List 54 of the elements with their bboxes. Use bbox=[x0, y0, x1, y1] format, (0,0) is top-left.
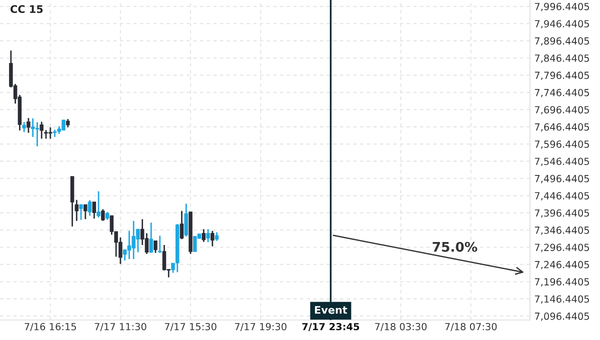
candlestick bbox=[127, 230, 132, 260]
x-tick-label: 7/18 07:30 bbox=[445, 322, 497, 332]
x-tick-label: 7/17 11:30 bbox=[94, 322, 146, 332]
candlestick bbox=[35, 121, 40, 147]
candlestick bbox=[48, 126, 52, 140]
y-tick-label: 7,996.4405 bbox=[534, 2, 589, 12]
y-tick-label: 7,446.4405 bbox=[534, 192, 589, 200]
y-tick-label: 7,246.4405 bbox=[534, 260, 589, 270]
y-tick-label: 7,096.4405 bbox=[534, 312, 589, 321]
candlestick bbox=[30, 118, 35, 138]
candlestick bbox=[88, 200, 92, 216]
y-tick-label: 7,596.4405 bbox=[534, 140, 589, 149]
candlestick bbox=[96, 190, 100, 218]
candlestick bbox=[22, 121, 26, 133]
candlestick bbox=[210, 230, 214, 248]
candlestick bbox=[74, 199, 79, 222]
candlestick bbox=[154, 240, 158, 254]
y-tick-label: 7,696.4405 bbox=[534, 106, 589, 114]
candlestick bbox=[84, 204, 88, 220]
candlestick bbox=[149, 222, 153, 254]
y-tick-label: 7,896.4405 bbox=[534, 37, 589, 46]
candlestick bbox=[26, 117, 30, 134]
y-tick-label: 7,346.4405 bbox=[534, 226, 589, 235]
x-tick-label: 7/17 19:30 bbox=[234, 322, 286, 332]
candlestick bbox=[202, 228, 206, 243]
candlestick bbox=[162, 244, 166, 272]
candlestick bbox=[206, 228, 210, 243]
candlestick bbox=[92, 201, 96, 220]
x-tick-label: 7/18 03:30 bbox=[375, 322, 427, 332]
y-tick-label: 7,946.4405 bbox=[534, 20, 589, 28]
candlestick bbox=[52, 129, 57, 138]
candlestick bbox=[184, 203, 188, 238]
candlestick bbox=[193, 236, 197, 253]
y-tick-label: 7,496.4405 bbox=[534, 174, 589, 184]
y-tick-label: 7,646.4405 bbox=[534, 123, 589, 132]
x-tick-label: 7/16 16:15 bbox=[24, 322, 76, 332]
x-tick-label: 7/17 15:30 bbox=[164, 322, 216, 332]
y-tick-label: 7,146.4405 bbox=[534, 295, 589, 304]
annotation: 75.0% bbox=[432, 242, 478, 252]
y-tick-label: 7,546.4405 bbox=[534, 158, 589, 166]
y-tick-label: 7,196.4405 bbox=[534, 278, 589, 286]
y-tick-label: 7,296.4405 bbox=[534, 244, 589, 252]
ref-line-label: Event bbox=[314, 306, 348, 314]
candlestick bbox=[62, 119, 66, 132]
y-tick-label: 7,796.4405 bbox=[534, 72, 589, 80]
candlestick bbox=[79, 204, 83, 221]
x-tick-label: 7/17 23:45 bbox=[302, 322, 360, 332]
candlestick bbox=[144, 232, 149, 255]
y-tick-label: 7,746.4405 bbox=[534, 88, 589, 98]
y-tick-label: 7,846.4405 bbox=[534, 54, 589, 63]
candlestick bbox=[180, 210, 184, 240]
y-tick-label: 7,396.4405 bbox=[534, 209, 589, 218]
chart-title: CC 15 bbox=[10, 5, 43, 14]
candlestick bbox=[101, 208, 105, 222]
